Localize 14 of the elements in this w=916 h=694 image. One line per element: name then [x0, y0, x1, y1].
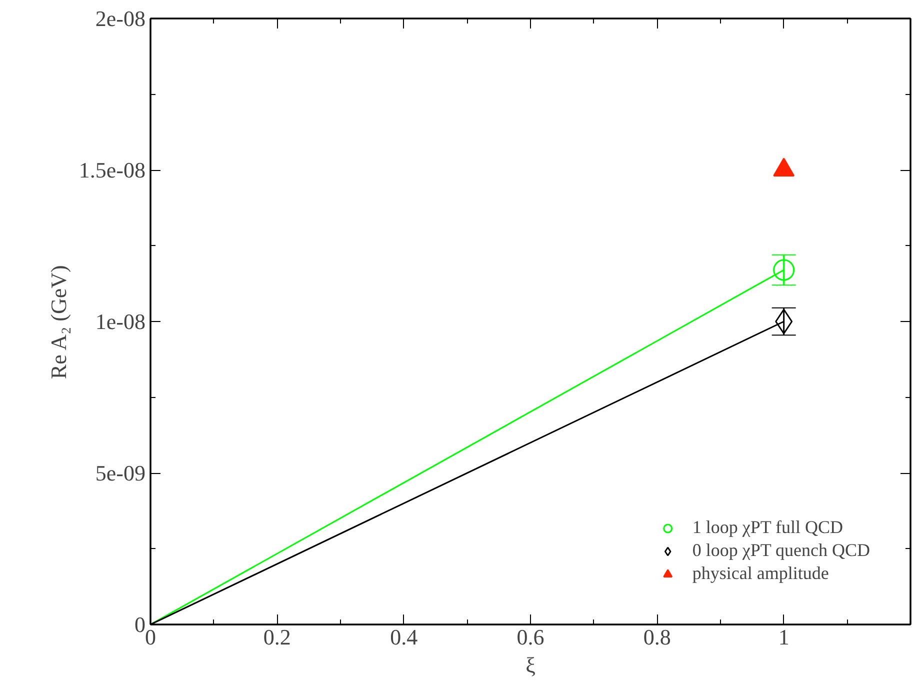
- legend-label: 0 loop χPT quench QCD: [692, 540, 870, 561]
- y-tick-label: 1.5e-08: [78, 158, 146, 182]
- legend-label: 1 loop χPT full QCD: [692, 517, 844, 538]
- x-tick-label: 0.6: [516, 624, 544, 650]
- x-tick-label: 0.2: [263, 624, 291, 650]
- x-axis-title: ξ: [526, 652, 536, 678]
- x-tick-label: 1: [778, 624, 790, 650]
- x-tick-label: 0.4: [390, 624, 418, 650]
- y-tick-label: 1e-08: [95, 309, 146, 334]
- legend-label: physical amplitude: [692, 563, 829, 584]
- y-axis-title: Re A₂ (GeV): [46, 265, 71, 380]
- x-tick-label: 0.8: [643, 624, 671, 650]
- y-tick-label: 2e-08: [95, 6, 146, 31]
- y-tick-label: 5e-09: [95, 460, 146, 486]
